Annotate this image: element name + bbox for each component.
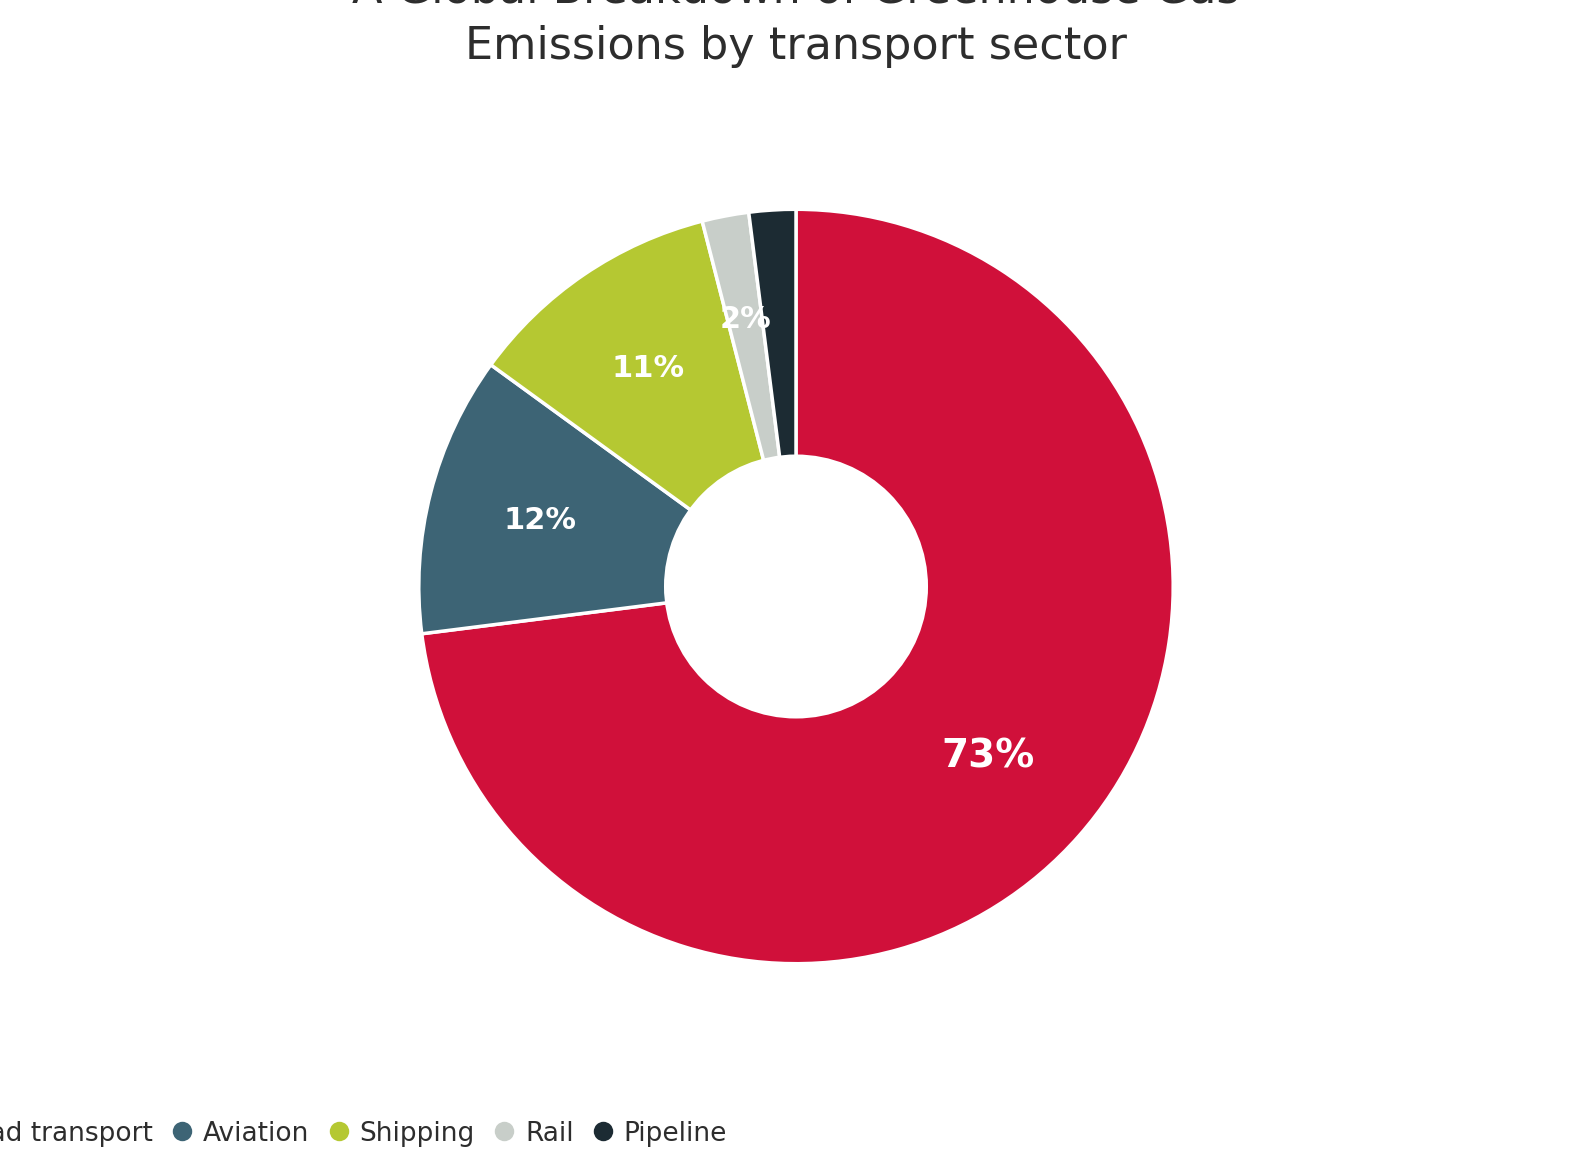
Wedge shape [422,209,1173,964]
Text: 2%: 2% [720,305,771,335]
Title: A Global Breakdown of Greenhouse Gas
Emissions by transport sector: A Global Breakdown of Greenhouse Gas Emi… [352,0,1240,69]
Wedge shape [748,209,796,586]
Legend: Road transport, Aviation, Shipping, Rail, Pipeline: Road transport, Aviation, Shipping, Rail… [0,1110,737,1150]
Text: 12%: 12% [503,506,576,536]
Wedge shape [419,365,796,634]
Circle shape [664,454,928,719]
Text: 11%: 11% [611,353,685,383]
Wedge shape [490,221,796,586]
Text: 73%: 73% [942,737,1035,775]
Wedge shape [702,213,796,586]
